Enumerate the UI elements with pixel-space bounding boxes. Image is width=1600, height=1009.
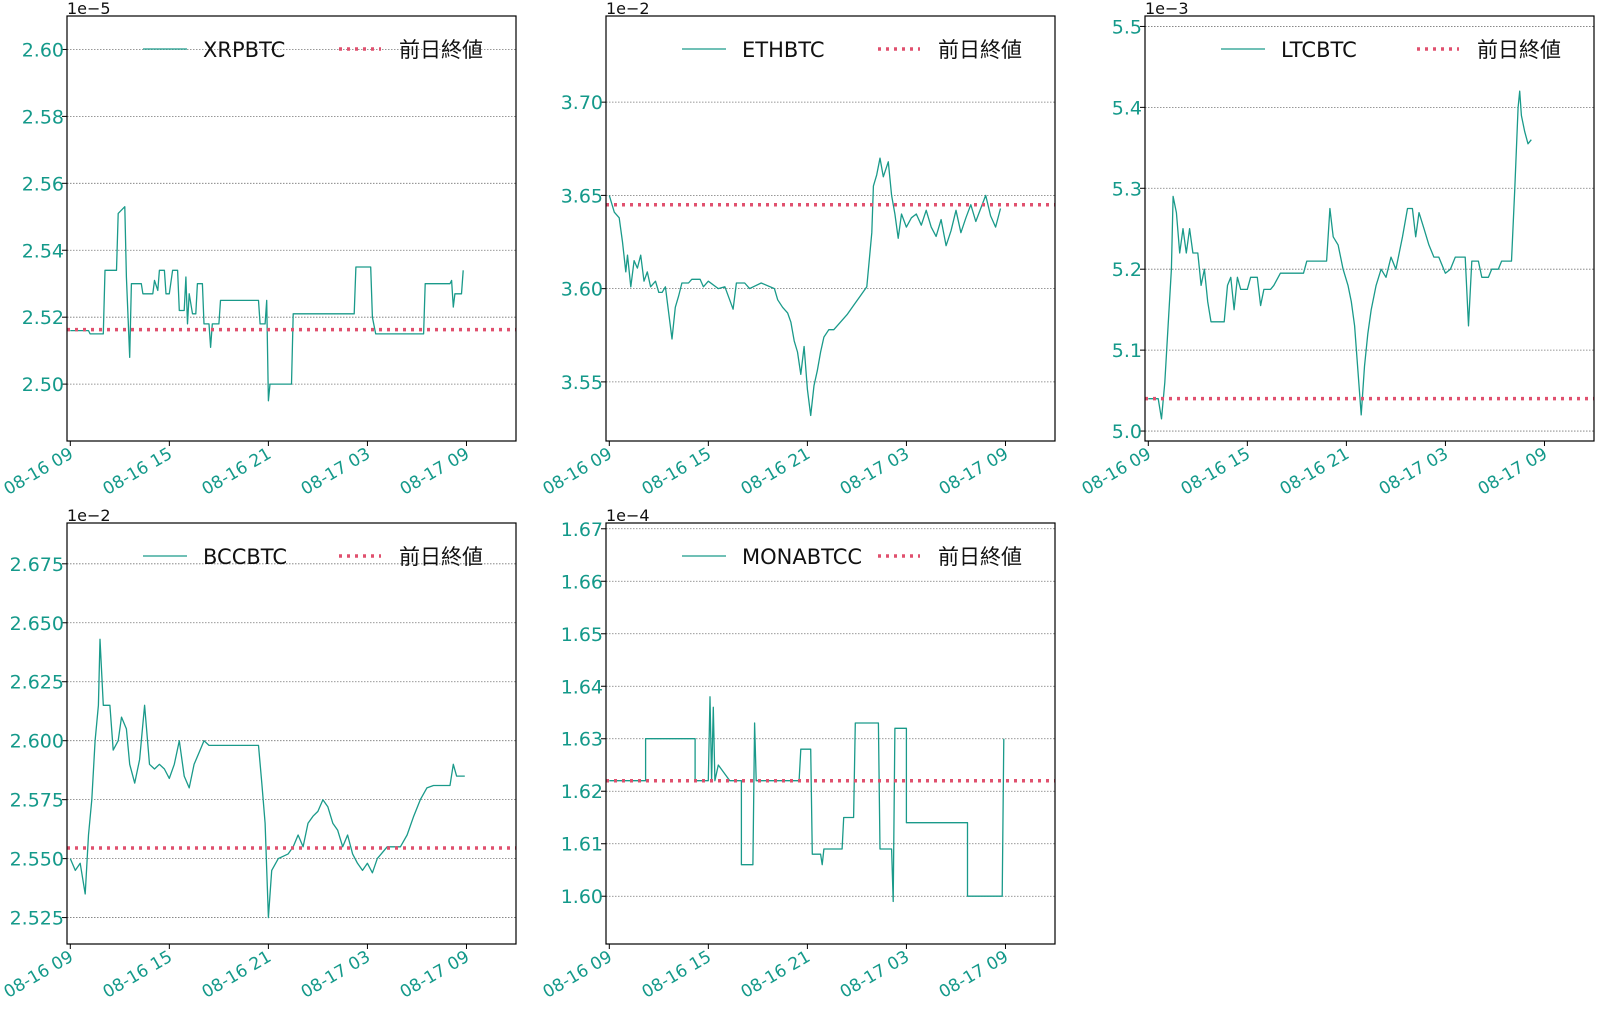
- x-tick-label: 08-16 21: [738, 947, 814, 1003]
- x-tick-label: 08-16 15: [639, 444, 715, 500]
- y-tick-label: 5.0: [1112, 421, 1142, 443]
- x-tick-label: 08-17 09: [936, 444, 1012, 500]
- axis-exponent-label: 1e−3: [1145, 0, 1189, 18]
- chart-ethbtc: 3.55 3.60 3.65 3.70 08-16 09 08-16 15 08-16 21…: [540, 0, 1056, 500]
- x-tick-label: 08-17 03: [1376, 444, 1452, 500]
- x-tick-label: 08-16 21: [199, 947, 275, 1003]
- legend-series-label: ETHBTC: [742, 38, 825, 62]
- y-tick-label: 2.58: [22, 106, 64, 128]
- y-tick-label: 1.66: [561, 571, 603, 593]
- axis-exponent-label: 1e−2: [67, 506, 111, 525]
- x-tick-label: 08-16 21: [1277, 444, 1353, 500]
- y-tick-label: 2.56: [22, 173, 64, 195]
- legend-reference-label: 前日終値: [399, 38, 483, 62]
- x-tick-label: 08-17 03: [837, 947, 913, 1003]
- y-tick-label: 1.67: [561, 519, 603, 541]
- legend-reference-label: 前日終値: [1477, 38, 1561, 62]
- x-tick-label: 08-16 09: [1, 444, 77, 500]
- axis-exponent-label: 1e−2: [606, 0, 650, 18]
- y-tick-label: 2.525: [10, 908, 64, 930]
- plot-frame: [605, 522, 1056, 945]
- y-tick-label: 2.60: [22, 39, 64, 61]
- legend-series-label: XRPBTC: [203, 38, 285, 62]
- y-tick-label: 1.62: [561, 781, 603, 803]
- x-tick-label: 08-17 09: [1475, 444, 1551, 500]
- y-tick-label: 2.550: [10, 849, 64, 871]
- y-tick-label: 5.5: [1112, 16, 1142, 38]
- y-tick-label: 2.54: [22, 240, 64, 262]
- chart-monabtcc: 1.60 1.61 1.62 1.63 1.64 1.65 1.66 1.67 08-16 09…: [540, 506, 1056, 1003]
- y-tick-label: 2.52: [22, 307, 64, 329]
- series-line-monabtcc: [609, 696, 1005, 903]
- y-tick-label: 1.63: [561, 729, 603, 751]
- x-tick-label: 08-16 15: [639, 947, 715, 1003]
- legend-reference-label: 前日終値: [938, 545, 1022, 569]
- x-tick-label: 08-16 15: [100, 947, 176, 1003]
- x-tick-label: 08-16 15: [100, 444, 176, 500]
- y-tick-label: 3.55: [561, 372, 603, 394]
- x-tick-label: 08-16 09: [1079, 444, 1155, 500]
- legend-series-label: BCCBTC: [203, 545, 287, 569]
- x-tick-label: 08-16 21: [738, 444, 814, 500]
- y-tick-label: 2.600: [10, 731, 64, 753]
- legend-series-label: LTCBTC: [1281, 38, 1357, 62]
- chart-xrpbtc: 2.50 2.52 2.54 2.56 2.58 2.60 08-16 09 08-16 15…: [1, 0, 517, 500]
- y-tick-label: 3.65: [561, 185, 603, 207]
- x-tick-label: 08-16 15: [1178, 444, 1254, 500]
- series-line-ethbtc: [608, 157, 1002, 417]
- y-tick-label: 3.70: [561, 92, 603, 114]
- legend-reference-label: 前日終値: [938, 38, 1022, 62]
- plot-frame: [1144, 15, 1595, 442]
- series-line-ltcbtc: [1148, 90, 1532, 420]
- y-tick-label: 5.1: [1112, 340, 1142, 362]
- series-line-bccbtc: [69, 638, 465, 919]
- x-tick-label: 08-17 03: [298, 947, 374, 1003]
- chart-bccbtc: 2.525 2.550 2.575 2.600 2.625 2.650 2.675 08-16…: [1, 506, 517, 1003]
- y-tick-label: 1.64: [561, 676, 603, 698]
- legend-series-label: MONABTCC: [742, 545, 862, 569]
- axis-exponent-label: 1e−5: [67, 0, 111, 18]
- x-tick-label: 08-16 09: [540, 444, 616, 500]
- y-tick-label: 2.575: [10, 790, 64, 812]
- x-tick-label: 08-17 03: [837, 444, 913, 500]
- x-tick-label: 08-17 03: [298, 444, 374, 500]
- y-tick-label: 2.625: [10, 672, 64, 694]
- y-tick-label: 1.65: [561, 624, 603, 646]
- y-tick-label: 5.4: [1112, 97, 1142, 119]
- x-tick-label: 08-17 09: [397, 947, 473, 1003]
- axis-exponent-label: 1e−4: [606, 506, 650, 525]
- y-tick-label: 3.60: [561, 279, 603, 301]
- y-tick-label: 5.2: [1112, 259, 1142, 281]
- legend-reference-label: 前日終値: [399, 545, 483, 569]
- y-tick-label: 2.650: [10, 613, 64, 635]
- plot-frame: [66, 522, 517, 945]
- series-line-xrpbtc: [70, 206, 464, 402]
- y-tick-label: 1.60: [561, 886, 603, 908]
- y-tick-label: 2.675: [10, 554, 64, 576]
- y-tick-label: 5.3: [1112, 178, 1142, 200]
- x-tick-label: 08-16 21: [199, 444, 275, 500]
- plot-frame: [605, 15, 1056, 442]
- x-tick-label: 08-16 09: [1, 947, 77, 1003]
- x-tick-label: 08-16 09: [540, 947, 616, 1003]
- y-tick-label: 1.61: [561, 834, 603, 856]
- y-tick-label: 2.50: [22, 374, 64, 396]
- plot-frame: [66, 15, 517, 442]
- x-tick-label: 08-17 09: [936, 947, 1012, 1003]
- chart-ltcbtc: 5.0 5.1 5.2 5.3 5.4 5.5 08-16 09 08-16 15 08-16 …: [1079, 0, 1595, 500]
- x-tick-label: 08-17 09: [397, 444, 473, 500]
